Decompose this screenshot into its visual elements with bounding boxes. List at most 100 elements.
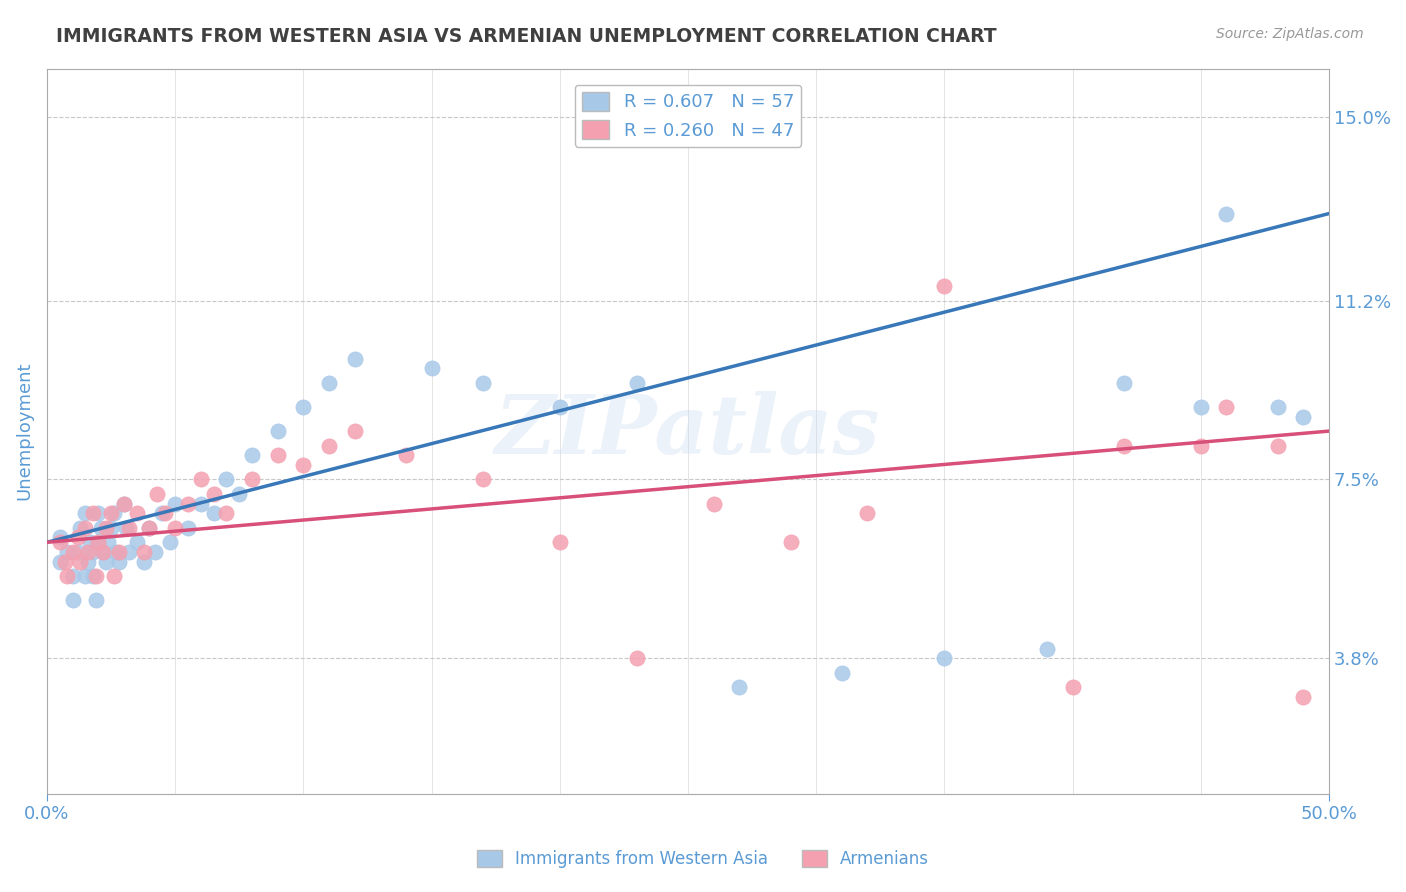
Point [97, 535, 120, 549]
Point [87, 535, 110, 549]
Point [134, 555, 156, 569]
Point [75, 521, 97, 535]
Point [240, 448, 263, 462]
Point [62, 569, 84, 583]
Point [165, 497, 187, 511]
Point [1215, 206, 1237, 220]
Point [48, 531, 70, 545]
Point [125, 506, 148, 520]
Point [48, 535, 70, 549]
Point [177, 521, 200, 535]
Point [190, 497, 212, 511]
Point [190, 472, 212, 486]
Point [343, 351, 366, 366]
Point [215, 506, 238, 520]
Point [103, 506, 125, 520]
Point [56, 545, 79, 559]
Point [138, 521, 160, 535]
Point [1292, 409, 1315, 424]
Point [146, 487, 169, 501]
Point [79, 535, 101, 549]
Text: IMMIGRANTS FROM WESTERN ASIA VS ARMENIAN UNEMPLOYMENT CORRELATION CHART: IMMIGRANTS FROM WESTERN ASIA VS ARMENIAN… [56, 27, 997, 45]
Point [143, 545, 166, 559]
Point [202, 506, 225, 520]
Point [934, 279, 956, 293]
Point [118, 545, 141, 559]
Point [318, 439, 340, 453]
Y-axis label: Unemployment: Unemployment [15, 362, 32, 500]
Point [48, 555, 70, 569]
Point [84, 569, 107, 583]
Point [1112, 376, 1135, 390]
Point [115, 521, 138, 535]
Point [292, 458, 315, 472]
Text: Source: ZipAtlas.com: Source: ZipAtlas.com [1216, 27, 1364, 41]
Point [82, 545, 104, 559]
Point [69, 555, 91, 569]
Point [1036, 641, 1059, 656]
Point [62, 593, 84, 607]
Point [105, 545, 128, 559]
Point [138, 521, 160, 535]
Point [626, 651, 648, 665]
Point [94, 555, 117, 569]
Point [779, 535, 801, 549]
Point [703, 497, 725, 511]
Point [266, 424, 288, 438]
Point [53, 555, 76, 569]
Point [1189, 400, 1212, 414]
Point [1267, 439, 1289, 453]
Point [100, 506, 122, 520]
Point [125, 535, 148, 549]
Text: ZIPatlas: ZIPatlas [495, 391, 880, 471]
Point [66, 545, 89, 559]
Point [1062, 681, 1084, 695]
Point [90, 521, 112, 535]
Point [112, 497, 135, 511]
Point [728, 681, 751, 695]
Point [91, 545, 114, 559]
Point [1292, 690, 1315, 704]
Point [87, 535, 110, 549]
Point [934, 651, 956, 665]
Point [228, 487, 250, 501]
Point [548, 400, 571, 414]
Point [77, 555, 100, 569]
Point [1189, 439, 1212, 453]
Point [292, 400, 315, 414]
Point [420, 361, 443, 376]
Legend: Immigrants from Western Asia, Armenians: Immigrants from Western Asia, Armenians [471, 843, 935, 875]
Point [395, 448, 418, 462]
Point [56, 569, 79, 583]
Point [215, 472, 238, 486]
Point [202, 487, 225, 501]
Point [112, 497, 135, 511]
Point [471, 376, 494, 390]
Point [103, 569, 125, 583]
Point [153, 506, 176, 520]
Point [159, 535, 181, 549]
Point [831, 665, 853, 680]
Point [471, 472, 494, 486]
Point [77, 545, 100, 559]
Point [84, 593, 107, 607]
Point [343, 424, 366, 438]
Point [548, 535, 571, 549]
Point [856, 506, 879, 520]
Point [91, 545, 114, 559]
Point [75, 506, 97, 520]
Point [75, 569, 97, 583]
Point [150, 506, 173, 520]
Point [62, 545, 84, 559]
Point [240, 472, 263, 486]
Point [177, 497, 200, 511]
Legend: R = 0.607   N = 57, R = 0.260   N = 47: R = 0.607 N = 57, R = 0.260 N = 47 [575, 85, 801, 147]
Point [69, 521, 91, 535]
Point [100, 521, 122, 535]
Point [134, 545, 156, 559]
Point [1112, 439, 1135, 453]
Point [107, 555, 129, 569]
Point [82, 506, 104, 520]
Point [1215, 400, 1237, 414]
Point [94, 521, 117, 535]
